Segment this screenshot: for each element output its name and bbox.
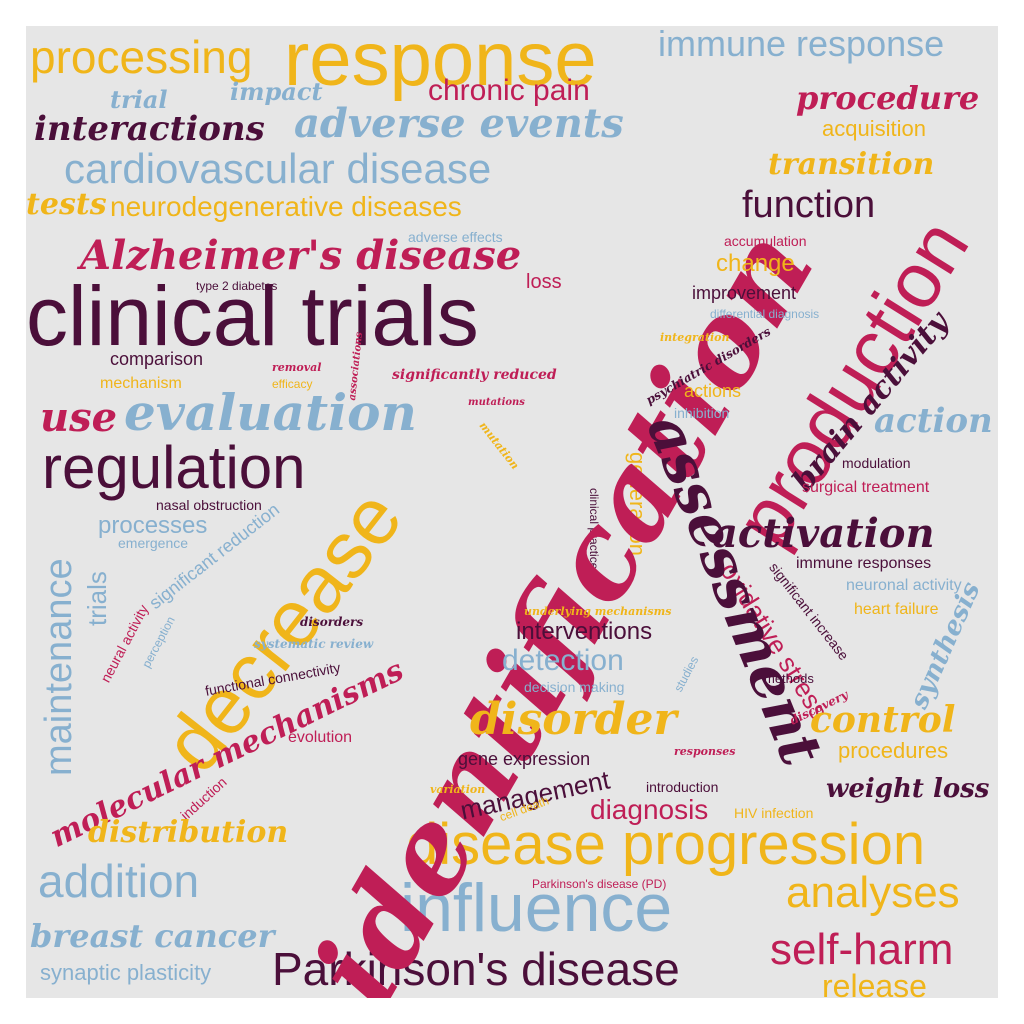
word-variation: variation (430, 783, 486, 796)
word-heart-failure: heart failure (854, 601, 939, 618)
word-action: action (874, 401, 993, 441)
word-hiv-infection: HIV infection (734, 805, 814, 821)
word-nasal-obstruction: nasal obstruction (156, 497, 262, 513)
word-inhibition: inhibition (674, 405, 730, 421)
word-evolution: evolution (288, 729, 353, 746)
word-mutations: mutations (468, 397, 525, 408)
word-immune-response: immune response (658, 26, 945, 64)
word-processing: processing (30, 31, 253, 83)
word-influence: influence (400, 870, 673, 946)
word-activation: activation (712, 510, 935, 557)
word-cardiovascular-disease: cardiovascular disease (64, 145, 492, 192)
word-maintenance: maintenance (38, 558, 80, 776)
word-loss: loss (526, 271, 562, 293)
word-mechanism: mechanism (100, 375, 182, 392)
word-addition: addition (38, 855, 200, 907)
word-studies: studies (671, 653, 702, 695)
word-trial: trial (110, 85, 168, 114)
word-actions: actions (684, 381, 742, 401)
word-significantly-reduced: significantly reduced (392, 367, 557, 383)
word-decision-making: decision making (524, 679, 625, 695)
word-cloud: response processing immune response clin… (26, 26, 998, 998)
word-detection: detection (502, 644, 624, 677)
word-responses: responses (674, 745, 736, 758)
word-disorder: disorder (470, 694, 677, 745)
word-processes: processes (98, 512, 208, 539)
word-analyses: analyses (786, 868, 960, 917)
word-procedures: procedures (838, 738, 949, 763)
word-underlying-mechanisms: underlying mechanisms (524, 605, 672, 618)
word-disease-progression: disease progression (406, 812, 926, 877)
word-adverse-events: adverse events (294, 100, 624, 147)
word-methods: methods (764, 671, 814, 686)
word-response: response (284, 26, 597, 102)
word-neuronal-activity: neuronal activity (846, 577, 962, 594)
word-distribution: distribution (88, 815, 289, 850)
word-type-2-diabetes: type 2 diabetes (196, 279, 278, 293)
word-chronic-pain: chronic pain (428, 74, 590, 107)
word-clinical-trials: clinical trials (26, 269, 479, 363)
word-parkinsons-disease: Parkinson's disease (272, 943, 680, 995)
word-modulation: modulation (842, 455, 911, 471)
word-parkinsons-pd: Parkinson's disease (PD) (532, 877, 667, 891)
word-weight-loss: weight loss (826, 774, 990, 804)
word-neurodegenerative-diseases: neurodegenerative diseases (110, 191, 462, 222)
word-interactions: interactions (34, 109, 265, 149)
word-tests: tests (26, 187, 107, 222)
word-breast-cancer: breast cancer (30, 917, 275, 955)
word-evaluation: evaluation (124, 383, 417, 442)
word-adverse-effects: adverse effects (408, 229, 503, 245)
word-function: function (742, 184, 876, 226)
word-integration: integration (660, 331, 730, 344)
word-systematic-review: systematic review (254, 637, 374, 651)
word-change: change (716, 250, 795, 277)
word-transition: transition (768, 147, 935, 182)
word-efficacy: efficacy (272, 377, 313, 391)
word-immune-responses: immune responses (796, 555, 932, 572)
word-introduction: introduction (646, 779, 719, 795)
word-synthesis: synthesis (904, 577, 987, 714)
word-removal: removal (272, 361, 322, 374)
word-interventions: interventions (516, 618, 653, 645)
word-impact: impact (230, 77, 323, 106)
word-differential-diagnosis: differential diagnosis (710, 307, 820, 321)
word-accumulation: accumulation (724, 233, 807, 249)
word-diagnosis: diagnosis (590, 794, 709, 825)
word-self-harm: self-harm (770, 925, 954, 974)
word-disorders: disorders (300, 615, 364, 629)
word-perception: perception (139, 614, 178, 671)
word-improvement: improvement (692, 283, 797, 303)
word-release: release (822, 968, 927, 998)
word-alzheimers-disease: Alzheimer's disease (80, 232, 522, 279)
word-emergence: emergence (118, 535, 189, 551)
word-synaptic-plasticity: synaptic plasticity (40, 960, 212, 985)
word-regulation: regulation (42, 434, 306, 501)
word-surgical-treatment: surgical treatment (802, 479, 930, 496)
word-comparison: comparison (110, 349, 204, 369)
word-trials: trials (82, 571, 112, 626)
word-use: use (40, 394, 118, 441)
word-acquisition: acquisition (822, 116, 926, 141)
word-gene-expression: gene expression (458, 749, 591, 769)
word-procedure: procedure (796, 79, 980, 117)
word-mutation: mutation (476, 419, 522, 472)
word-control: control (810, 699, 956, 741)
